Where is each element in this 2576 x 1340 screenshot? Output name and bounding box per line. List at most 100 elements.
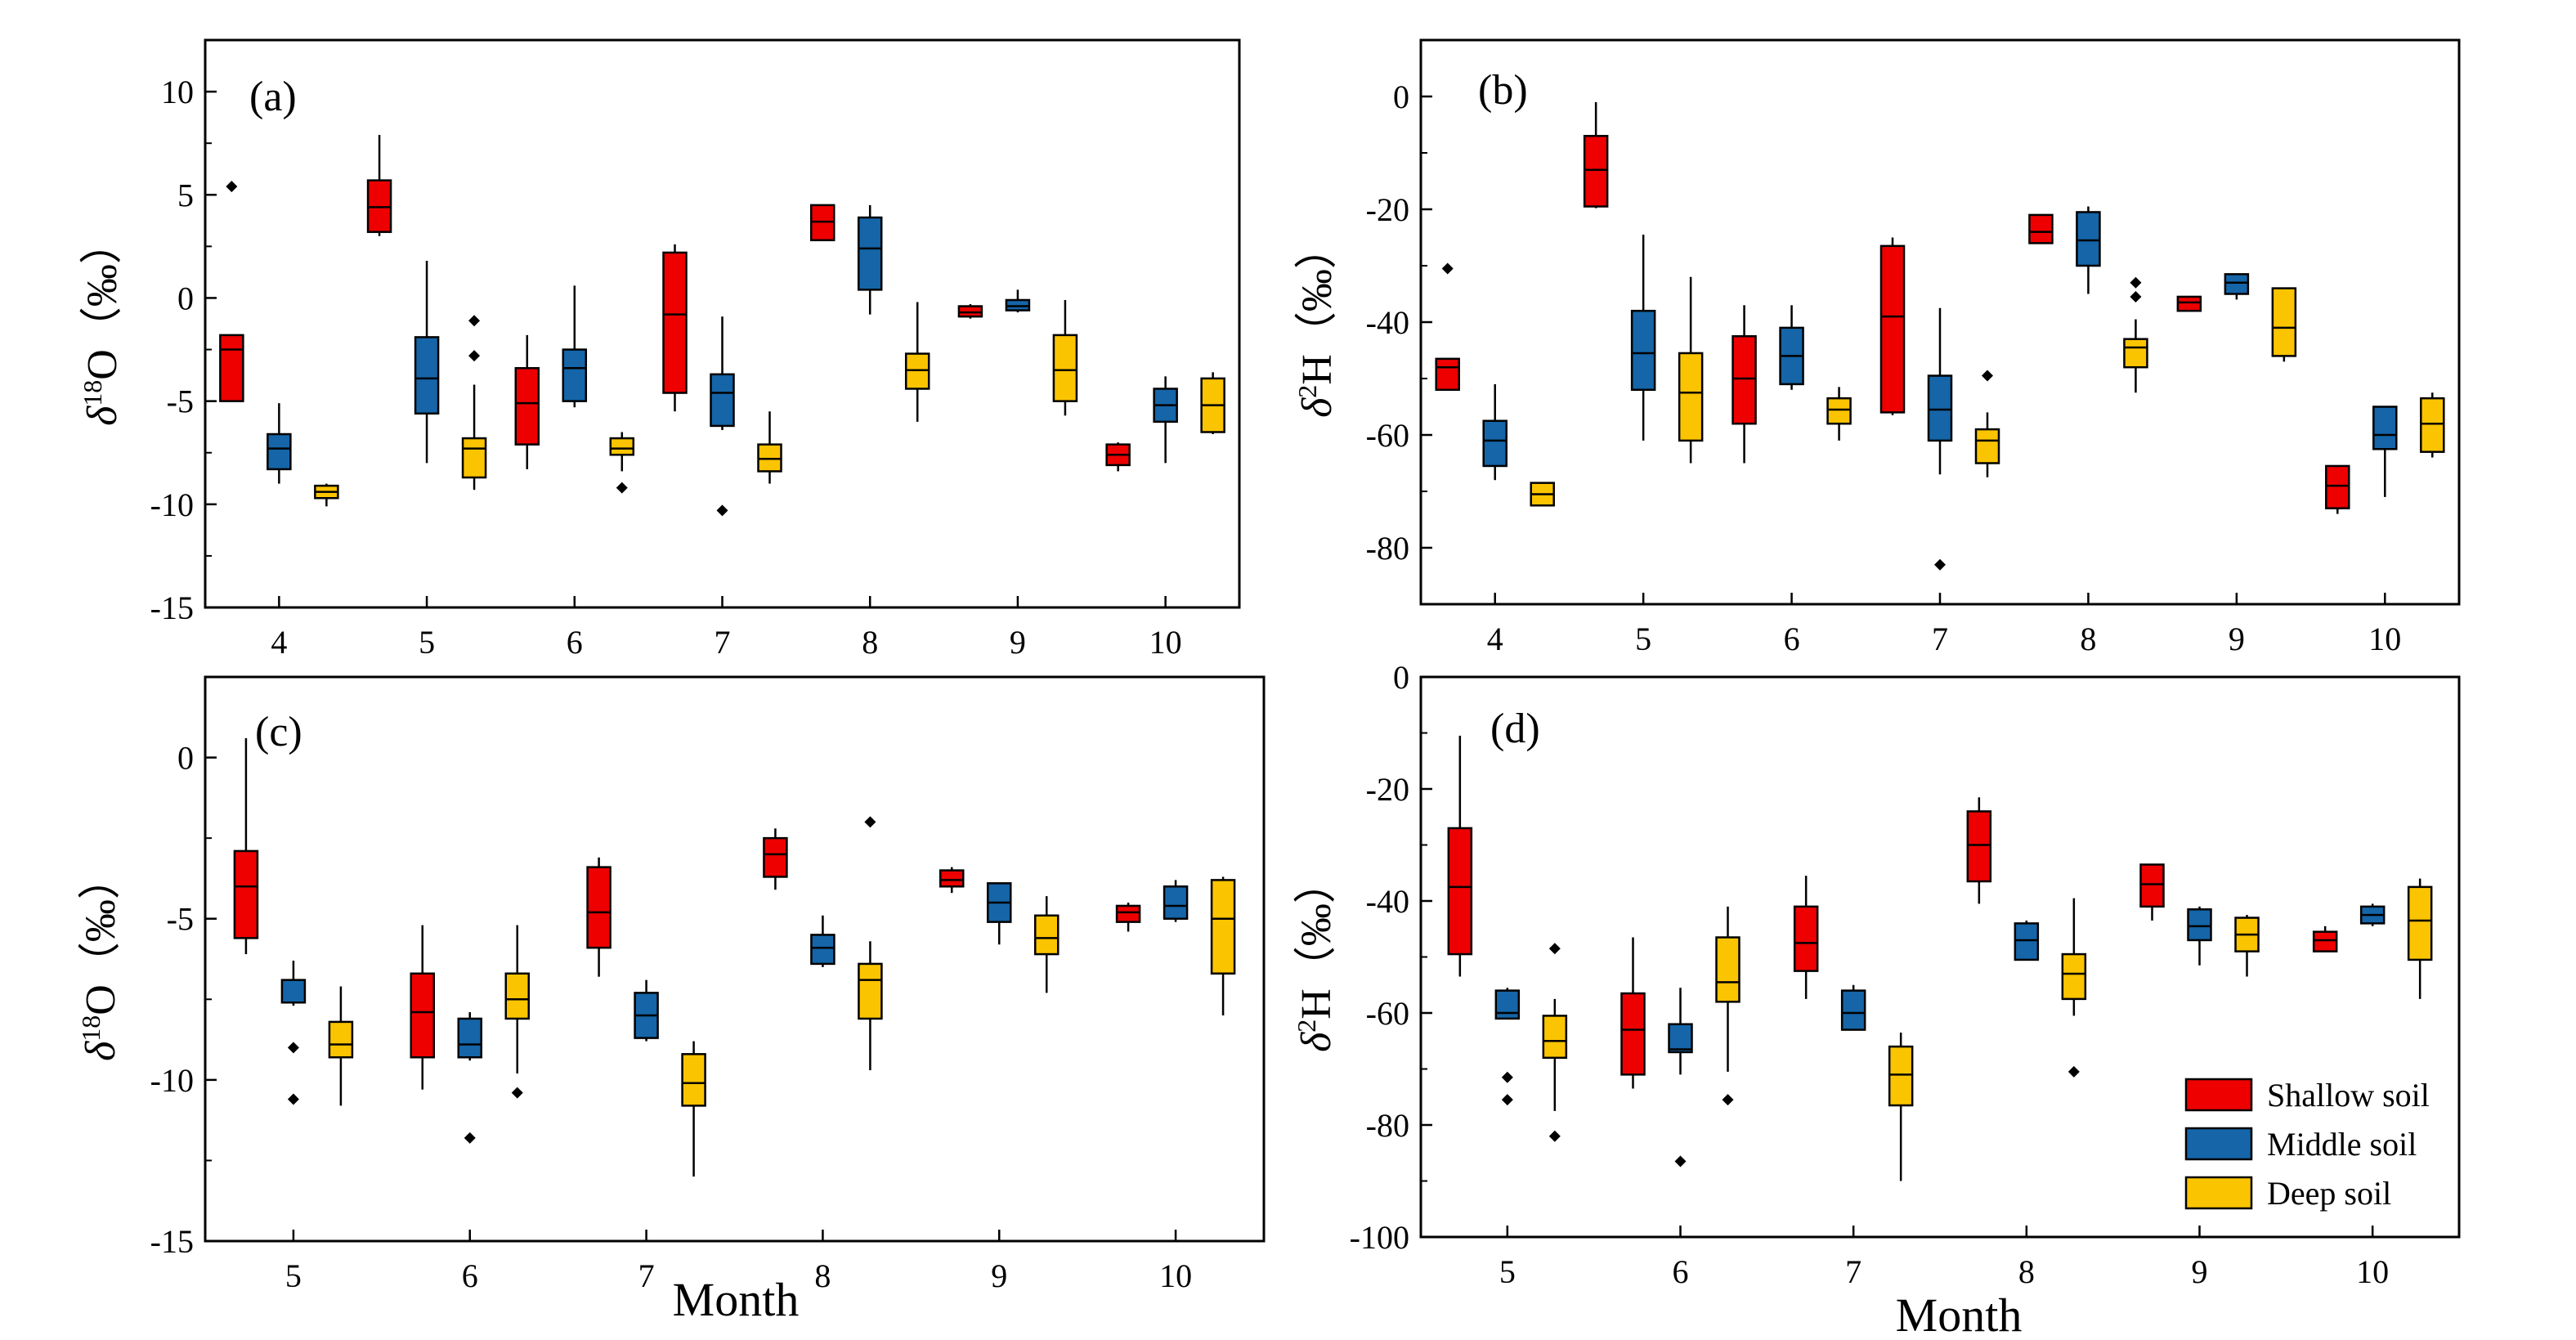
outlier-point [1722,1094,1734,1106]
x-tick-label: 10 [1159,1257,1192,1294]
x-tick-label: 6 [567,624,583,661]
box-marks [233,737,1236,1177]
x-tick-label: 5 [285,1257,302,1294]
box-iqr [2061,952,2087,1001]
box-shallow-soil [2176,295,2202,312]
box-middle-soil [1163,880,1189,922]
box-shallow-soil [1620,937,1646,1089]
box-iqr [2420,397,2445,453]
box-shallow-soil [1105,442,1131,472]
box-marks [1435,101,2445,571]
x-tick-label: 9 [991,1257,1007,1294]
box-middle-soil [1153,376,1178,464]
box-iqr [681,1053,706,1107]
y-tick-label: -40 [1366,304,1409,341]
y-tick-label: -80 [1366,1107,1409,1144]
box-deep-soil [1826,387,1852,441]
box-middle-soil [2359,903,2386,926]
box-middle-soil [1005,289,1031,313]
x-tick-label: 5 [1635,621,1651,657]
outlier-point [1674,1155,1687,1167]
x-tick-label: 8 [2080,621,2096,657]
box-deep-soil [1200,372,1225,435]
box-iqr [514,367,540,446]
box-iqr [1888,1045,1914,1107]
x-tick-label: 7 [1932,621,1948,657]
box-iqr [2076,211,2101,267]
panel-label: (b) [1478,67,1528,114]
y-label-superscript: 18 [76,1015,105,1042]
box-iqr [2123,338,2148,369]
box-deep-soil [1530,482,1555,507]
y-label-delta: δ [78,1041,124,1061]
x-tick-label: 10 [2368,621,2401,657]
box-deep-soil [1542,943,1568,1142]
box-iqr [1583,135,1609,208]
outlier-point [1548,943,1561,955]
box-middle-soil [2372,406,2398,497]
box-shallow-soil [233,737,259,955]
box-middle-soil [1840,984,1866,1031]
box-deep-soil [2271,287,2297,362]
box-shallow-soil [410,925,435,1090]
box-deep-soil [314,483,339,507]
y-axis-label: δ2H（‰） [1292,861,1340,1052]
y-tick-label: -100 [1350,1219,1409,1256]
outlier-point [616,482,628,494]
box-iqr [857,216,883,291]
y-tick-label: -5 [167,901,194,938]
box-iqr [710,373,735,428]
axis-ticks: 0 -5 -10 -15 5 6 7 8 9 10 [150,740,1192,1294]
box-deep-soil [1034,896,1060,993]
box-deep-soil [1052,299,1078,416]
box-shallow-soil [1447,735,1473,977]
axis-ticks: 10 5 0 -5 -10 -15 4 5 6 7 8 9 10 [150,74,1182,661]
y-tick-label: -10 [150,486,194,523]
axis-ticks: 0 -20 -40 -60 -80 4 5 6 7 8 9 10 [1366,78,2402,657]
box-deep-soil [904,302,930,422]
outlier-point [287,1093,299,1105]
panel-a: 10 5 0 -5 -10 -15 4 5 6 7 8 9 10 (a) δ18O（‰） [78,38,1241,661]
box-deep-soil [2123,276,2148,393]
box-middle-soil [634,979,659,1042]
panel-b: 0 -20 -40 -60 -80 4 5 6 7 8 9 10 (b) δ2H（‰） [1292,38,2461,657]
box-iqr [586,866,612,949]
outlier-point [2130,290,2142,303]
box-iqr [2325,464,2350,509]
box-deep-soil [757,411,782,484]
box-iqr [2187,908,2212,942]
box-middle-soil [710,316,735,517]
box-middle-soil [2187,906,2212,966]
box-deep-soil [1678,276,1704,464]
box-iqr [504,972,530,1020]
box-iqr [219,334,244,402]
box-middle-soil [562,285,588,408]
y-tick-label: -20 [1366,191,1409,228]
box-iqr [809,204,836,242]
y-tick-label: -10 [150,1062,194,1099]
y-tick-label: -20 [1366,771,1409,808]
box-iqr [1034,914,1060,956]
box-marks [219,135,1225,517]
box-deep-soil [461,315,487,491]
x-tick-label: 7 [715,624,731,661]
box-iqr [1927,374,1953,442]
y-tick-label: 0 [1393,78,1409,115]
box-middle-soil [1668,988,1693,1167]
box-deep-soil [328,986,354,1106]
y-tick-label: 10 [161,74,194,110]
outlier-point [1501,1071,1513,1083]
box-middle-soil [857,204,883,315]
box-middle-soil [2224,273,2250,300]
y-tick-label: -15 [150,1223,194,1260]
box-deep-soil [2420,392,2445,458]
outlier-point [1982,370,1993,382]
box-shallow-soil [1966,797,1992,904]
outlier-point [468,350,481,362]
box-deep-soil [1210,876,1236,1015]
box-iqr [2139,863,2165,908]
legend-label-shallow: Shallow soil [2267,1077,2430,1114]
box-iqr [810,934,836,966]
box-shallow-soil [1115,903,1141,932]
